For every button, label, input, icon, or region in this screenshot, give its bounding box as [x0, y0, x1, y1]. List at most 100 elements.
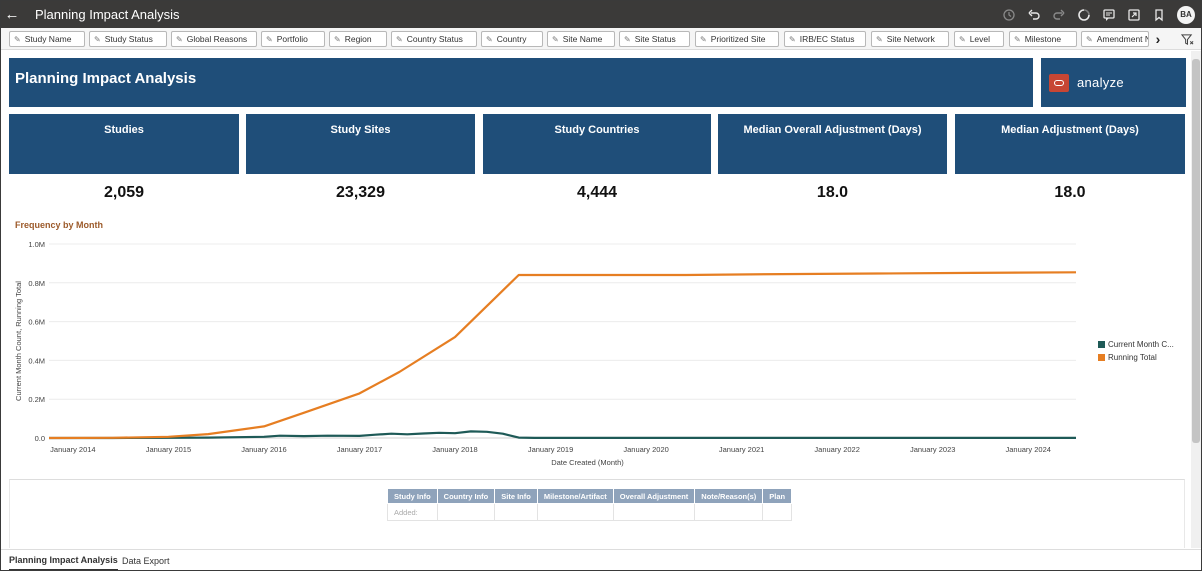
x-axis-label: Date Created (Month): [551, 458, 624, 467]
top-bar: ← Planning Impact Analysis: [1, 1, 1201, 28]
pin-icon: ✎: [14, 34, 21, 44]
kpi-value-study-sites: 23,329: [336, 184, 385, 201]
filter-chip-country[interactable]: ✎ Country: [481, 31, 543, 47]
kpi-value-median-adjustment: 18.0: [1054, 184, 1086, 201]
y-tick-label: 0.8M: [28, 279, 45, 288]
oracle-logo-icon: [1049, 73, 1069, 92]
table-cell: Added:: [387, 503, 438, 521]
pin-icon: ✎: [552, 34, 559, 44]
tab-data-export[interactable]: Data Export: [122, 555, 170, 566]
filter-clear-icon[interactable]: [1179, 31, 1195, 47]
x-tick-label: January 2014: [50, 445, 95, 454]
info-table-panel: Study Info Country Info Site Info Milestone…: [9, 479, 1185, 548]
filter-chip-site-status[interactable]: ✎ Site Status: [619, 31, 690, 47]
kpi-card-median-adjustment: Median Adjustment (Days): [955, 114, 1185, 174]
undo-icon[interactable]: [1021, 1, 1046, 28]
dashboard-canvas: Planning Impact Analysis analyze Studies…: [1, 51, 1191, 548]
chart-title: Frequency by Month: [15, 220, 104, 230]
pin-icon: ✎: [266, 34, 273, 44]
filter-bar: ✎ Study Name ✎ Study Status ✎ Global Reason…: [1, 28, 1201, 50]
legend-swatch: [1098, 354, 1105, 361]
x-tick-label: January 2018: [432, 445, 477, 454]
x-tick-label: January 2019: [528, 445, 573, 454]
kpi-value-studies: 2,059: [103, 184, 145, 201]
filter-chip-prioritized-site[interactable]: ✎ Prioritized Site: [695, 31, 779, 47]
back-arrow-icon[interactable]: ←: [4, 6, 20, 23]
pin-icon: ✎: [94, 34, 101, 44]
pin-icon: ✎: [1086, 34, 1093, 44]
app-title: Planning Impact Analysis: [35, 7, 180, 22]
filter-chip-country-status[interactable]: ✎ Country Status: [391, 31, 477, 47]
filter-chip-milestone[interactable]: ✎ Milestone: [1009, 31, 1077, 47]
y-tick-label: 0.2M: [28, 395, 45, 404]
logo-text: analyze: [1077, 75, 1124, 90]
filter-chip-global-reasons[interactable]: ✎ Global Reasons: [171, 31, 257, 47]
y-tick-label: 1.0M: [28, 240, 45, 249]
table-cell: [494, 503, 538, 521]
x-tick-label: January 2017: [337, 445, 382, 454]
user-avatar[interactable]: BA: [1177, 5, 1195, 24]
tab-planning-impact-analysis[interactable]: Planning Impact Analysis: [9, 550, 118, 570]
series-line-running-total: [48, 271, 1077, 440]
pin-icon: ✎: [1014, 34, 1021, 44]
filter-chip-amendment[interactable]: ✎ Amendment N: [1081, 31, 1149, 47]
bookmark-icon[interactable]: [1146, 1, 1171, 28]
pin-icon: ✎: [396, 34, 403, 44]
kpi-card-study-countries: Study Countries: [483, 114, 711, 174]
x-tick-label: January 2015: [146, 445, 191, 454]
info-table-header[interactable]: Site Info: [494, 488, 538, 504]
pin-icon: ✎: [700, 34, 707, 44]
pin-icon: ✎: [876, 34, 883, 44]
pin-icon: ✎: [486, 34, 493, 44]
kpi-card-studies: Studies: [9, 114, 239, 174]
scrollbar-thumb[interactable]: [1192, 59, 1200, 443]
redo-icon[interactable]: [1046, 1, 1071, 28]
x-tick-label: January 2023: [910, 445, 955, 454]
kpi-value-median-overall-adjustment: 18.0: [816, 184, 849, 201]
filter-chip-portfolio[interactable]: ✎ Portfolio: [261, 31, 325, 47]
table-cell: [436, 503, 496, 521]
canvas-tab-bar: Planning Impact Analysis Data Export: [1, 549, 1201, 570]
pin-icon: ✎: [334, 34, 341, 44]
filter-chip-level[interactable]: ✎ Level: [954, 31, 1004, 47]
info-table-header[interactable]: Study Info: [387, 488, 438, 504]
page-title: Planning Impact Analysis: [15, 70, 197, 87]
table-cell: [612, 503, 696, 521]
legend-swatch: [1098, 341, 1105, 348]
chevron-right-icon[interactable]: ›: [1155, 31, 1161, 47]
info-table-header[interactable]: Milestone/Artifact: [536, 488, 614, 504]
y-tick-label: 0.6M: [28, 318, 45, 327]
refresh-icon[interactable]: [1071, 1, 1096, 28]
analyze-logo: analyze: [1041, 58, 1186, 107]
pin-icon: ✎: [959, 34, 966, 44]
table-cell: [762, 503, 793, 521]
info-table-header-row: Study Info Country Info Site Info Milestone…: [387, 488, 793, 504]
filter-chip-study-name[interactable]: ✎ Study Name: [9, 31, 85, 47]
info-table-header[interactable]: Plan: [762, 488, 793, 504]
table-cell: [694, 503, 764, 521]
filter-chip-region[interactable]: ✎ Region: [329, 31, 387, 47]
table-row: Added:: [387, 503, 793, 521]
table-cell: [536, 503, 614, 521]
y-axis-label: Current Month Count, Running Total: [14, 281, 23, 401]
filter-chip-study-status[interactable]: ✎ Study Status: [89, 31, 167, 47]
info-table-header[interactable]: Country Info: [436, 488, 496, 504]
legend-entry: Current Month C...: [1108, 340, 1174, 349]
info-table-header[interactable]: Overall Adjustment: [612, 488, 696, 504]
info-table-header[interactable]: Note/Reason(s): [694, 488, 764, 504]
frequency-by-month-chart[interactable]: 0.0 0.2M 0.4M 0.6M 0.8M 1.0M January 2014 Janua…: [1, 231, 1191, 471]
filter-chip-site-network[interactable]: ✎ Site Network: [871, 31, 949, 47]
header-banner: Planning Impact Analysis: [9, 58, 1033, 107]
info-table-body: Added:: [387, 503, 793, 521]
y-tick-label: 0.0: [35, 434, 45, 443]
present-icon[interactable]: [1121, 1, 1146, 28]
y-tick-label: 0.4M: [28, 356, 45, 365]
undo-history-icon[interactable]: [996, 1, 1021, 28]
filter-chip-site-name[interactable]: ✎ Site Name: [547, 31, 615, 47]
x-tick-label: January 2021: [719, 445, 764, 454]
x-tick-label: January 2016: [241, 445, 286, 454]
comment-icon[interactable]: [1096, 1, 1121, 28]
kpi-card-median-overall-adjustment: Median Overall Adjustment (Days): [718, 114, 947, 174]
filter-chip-irb-ec-status[interactable]: ✎ IRB/EC Status: [784, 31, 866, 47]
